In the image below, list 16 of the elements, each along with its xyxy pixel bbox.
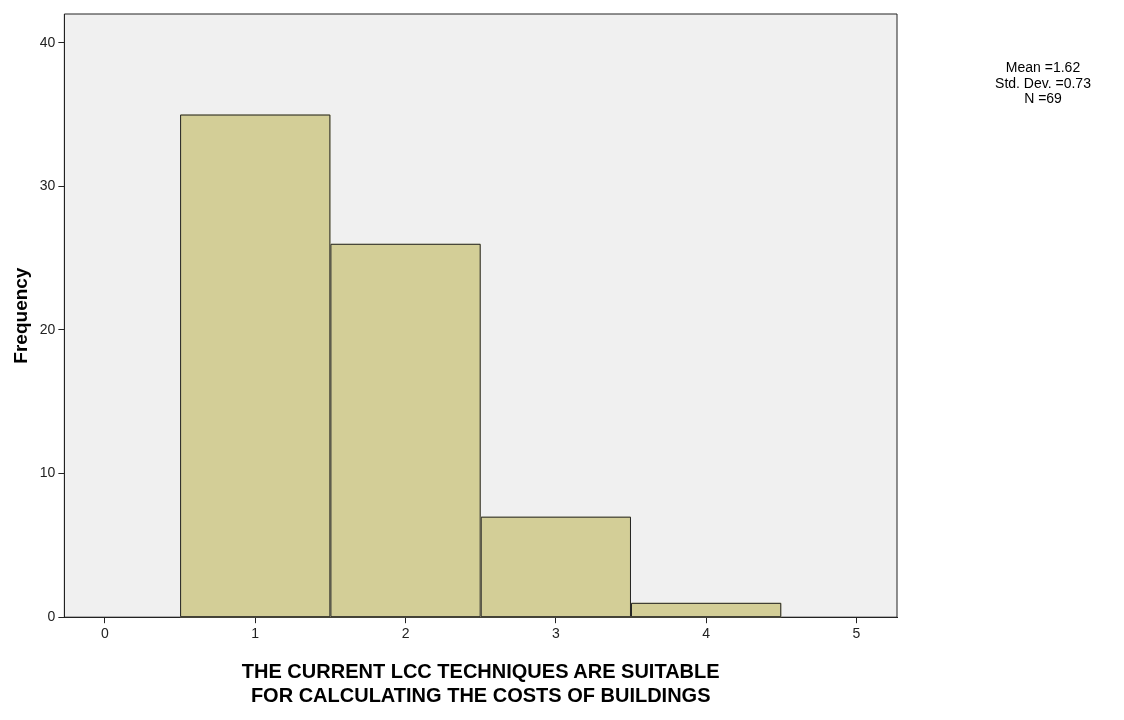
text: Mean =1.62 (1005, 59, 1081, 75)
x-axis-title: THE CURRENT LCC TECHNIQUES ARE SUITABLE FOR CALCULATING THE COSTS OF BUILDINGS (241, 659, 720, 706)
x-tick-label: 2 (401, 625, 410, 642)
x-tick-label: 5 (852, 625, 861, 642)
x-tick-label: 4 (702, 625, 711, 642)
y-axis-title: Frequency (9, 267, 31, 364)
y-tick-label: 40 (39, 33, 56, 50)
y-tick-label: 0 (47, 608, 56, 625)
y-tick-label: 30 (39, 177, 56, 194)
x-tick-label: 1 (251, 625, 260, 642)
text: Std. Dev. =0.73 (995, 74, 1092, 91)
x-tick-label: 0 (101, 625, 110, 642)
text: N =69 (1024, 90, 1063, 106)
x-tick-label: 3 (551, 625, 560, 642)
y-tick-label: 10 (39, 464, 56, 481)
y-tick-label: 20 (39, 320, 56, 337)
